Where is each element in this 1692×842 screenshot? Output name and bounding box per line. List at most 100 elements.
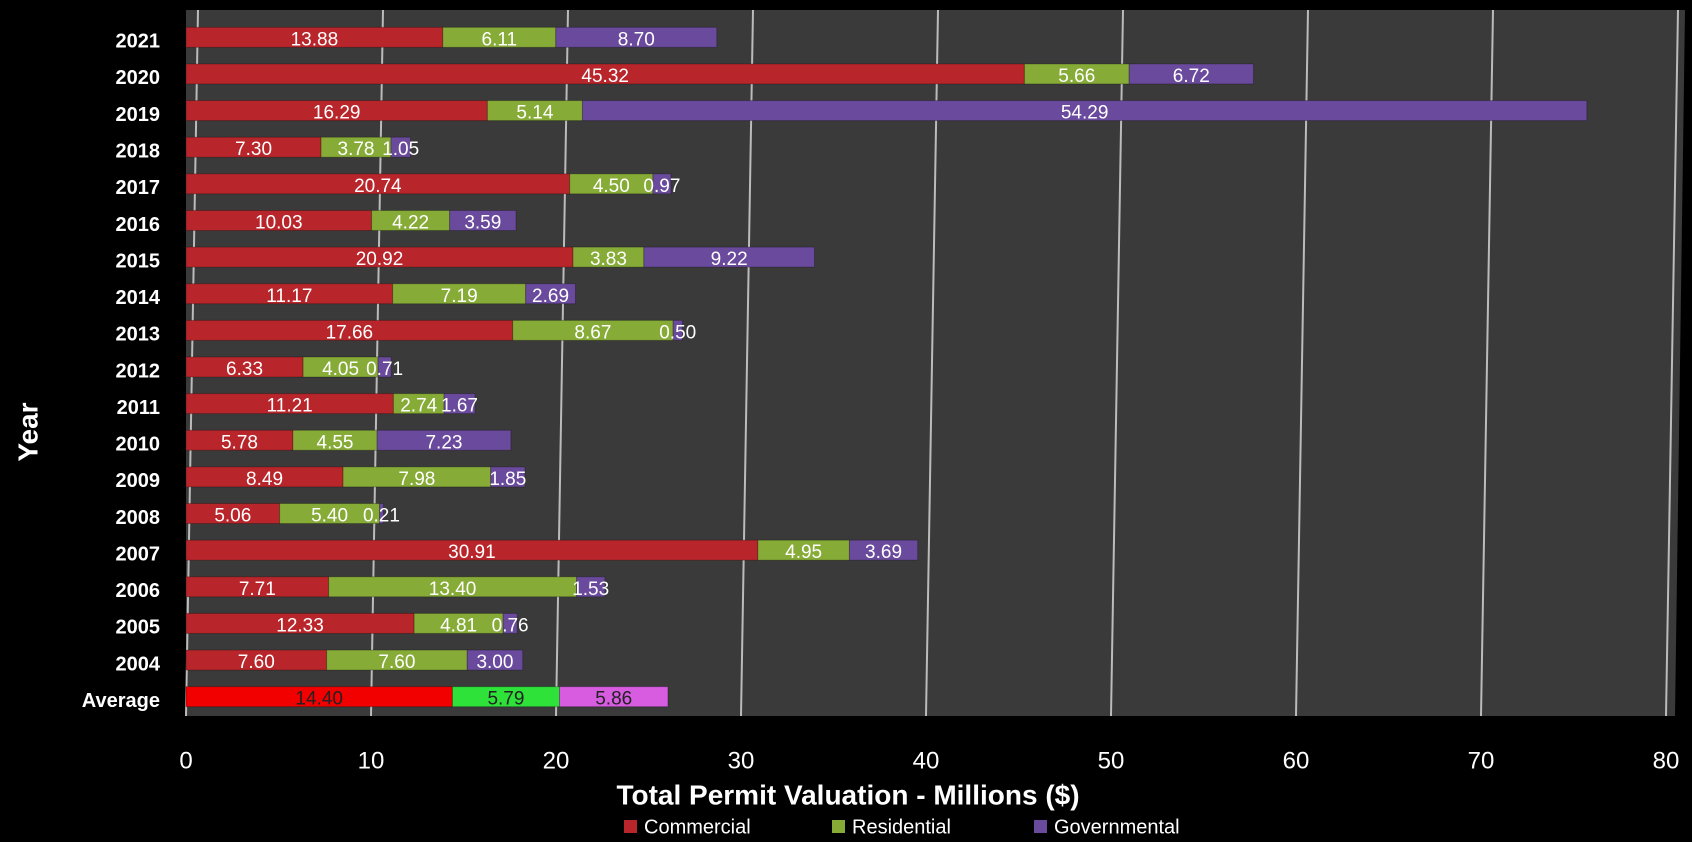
- data-label: 5.79: [487, 689, 524, 710]
- data-label: 0.76: [492, 615, 529, 636]
- data-label: 12.33: [276, 615, 324, 636]
- data-label: 4.81: [440, 615, 477, 636]
- bar-segment: [559, 686, 669, 708]
- data-label: 7.19: [441, 286, 478, 307]
- data-label: 4.22: [392, 212, 429, 233]
- grid-line: [1110, 9, 1124, 717]
- bar-segment: [390, 136, 411, 158]
- data-label: 14.40: [295, 689, 343, 710]
- y-axis-title: Year: [12, 402, 43, 461]
- y-tick-label: 2009: [116, 470, 161, 492]
- bar-segment: [525, 283, 576, 305]
- data-label: 4.55: [317, 432, 354, 453]
- bar-segment: [379, 503, 384, 525]
- bar-segment: [185, 612, 415, 634]
- x-tick-label: 60: [1283, 747, 1310, 774]
- x-tick-label: 10: [358, 747, 385, 774]
- bar-segment: [490, 466, 526, 488]
- grid-line: [1480, 9, 1494, 717]
- y-tick-label: 2012: [116, 360, 161, 382]
- data-label: 9.22: [711, 249, 748, 270]
- bar-segment: [376, 429, 512, 451]
- x-axis-title: Total Permit Valuation - Millions ($): [616, 779, 1079, 810]
- data-label: 10.03: [255, 212, 303, 233]
- y-tick-label: 2020: [116, 67, 161, 89]
- data-label: 20.74: [354, 176, 402, 197]
- y-tick-label: 2013: [116, 324, 161, 346]
- data-label: 8.49: [246, 469, 283, 490]
- y-tick-label: 2019: [116, 104, 161, 126]
- data-label: 4.50: [593, 176, 630, 197]
- data-label: 13.88: [291, 29, 339, 50]
- data-label: 5.06: [214, 506, 251, 527]
- data-label: 7.30: [235, 139, 272, 160]
- data-label: 7.98: [398, 469, 435, 490]
- y-tick-label: 2014: [116, 287, 161, 309]
- data-label: 5.86: [595, 689, 632, 710]
- y-tick-label: 2008: [116, 507, 161, 529]
- bar-segment: [652, 173, 672, 195]
- data-label: 30.91: [448, 542, 496, 563]
- data-label: 2.74: [400, 396, 437, 417]
- legend-swatch: [624, 820, 637, 833]
- data-label: 3.69: [865, 542, 902, 563]
- legend-swatch: [832, 820, 845, 833]
- data-label: 5.66: [1058, 66, 1095, 87]
- y-tick-label: 2021: [116, 31, 161, 53]
- data-label: 1.05: [382, 139, 419, 160]
- y-tick-label: 2010: [116, 434, 161, 456]
- bar-segment: [672, 319, 683, 341]
- grid-line: [740, 9, 754, 717]
- bar-segment: [449, 209, 517, 231]
- data-label: 6.11: [482, 29, 518, 50]
- data-label: 3.83: [590, 249, 627, 270]
- bar-segment: [185, 63, 1025, 85]
- data-label: 8.67: [574, 322, 611, 343]
- y-tick-label: 2007: [116, 543, 161, 565]
- bar-segment: [185, 319, 514, 341]
- x-tick-label: 40: [913, 747, 940, 774]
- y-tick-label: 2004: [116, 653, 161, 675]
- bar-segment: [443, 393, 476, 415]
- data-label: 45.32: [581, 66, 629, 87]
- data-label: 7.71: [239, 579, 276, 600]
- y-tick-label: 2011: [117, 397, 160, 419]
- grid-line: [1665, 9, 1679, 717]
- y-tick-label: 2005: [116, 617, 161, 639]
- data-label: 16.29: [313, 103, 361, 124]
- data-label: 7.23: [425, 432, 462, 453]
- data-label: 54.29: [1061, 103, 1109, 124]
- data-label: 17.66: [326, 322, 374, 343]
- bar-segment: [576, 576, 606, 598]
- data-label: 2.69: [532, 286, 569, 307]
- bar-segment: [320, 136, 392, 158]
- data-label: 8.70: [618, 29, 655, 50]
- x-tick-label: 20: [543, 747, 570, 774]
- grid-line: [555, 9, 569, 717]
- grid-line: [1295, 9, 1309, 717]
- data-label: 3.59: [464, 212, 501, 233]
- bar-segment: [581, 100, 1588, 122]
- data-label: 4.95: [785, 542, 822, 563]
- x-tick-label: 50: [1098, 747, 1125, 774]
- bar-segment: [643, 246, 815, 268]
- legend-label: Governmental: [1054, 816, 1180, 838]
- data-label: 5.40: [311, 506, 348, 527]
- data-label: 1.85: [489, 469, 526, 490]
- x-tick-label: 0: [179, 747, 192, 774]
- data-label: 20.92: [356, 249, 404, 270]
- data-label: 0.97: [643, 176, 680, 197]
- legend-swatch: [1034, 820, 1047, 833]
- data-label: 13.40: [429, 579, 477, 600]
- grid-line: [925, 9, 939, 717]
- y-tick-label: 2017: [116, 177, 161, 199]
- y-tick-label: 2006: [116, 580, 161, 602]
- data-label: 5.14: [516, 103, 553, 124]
- x-tick-label: 70: [1468, 747, 1495, 774]
- data-label: 5.78: [221, 432, 258, 453]
- y-tick-label: 2016: [116, 214, 161, 236]
- bar-segment: [502, 612, 518, 634]
- data-label: 3.00: [476, 652, 513, 673]
- bar-segment: [377, 356, 392, 378]
